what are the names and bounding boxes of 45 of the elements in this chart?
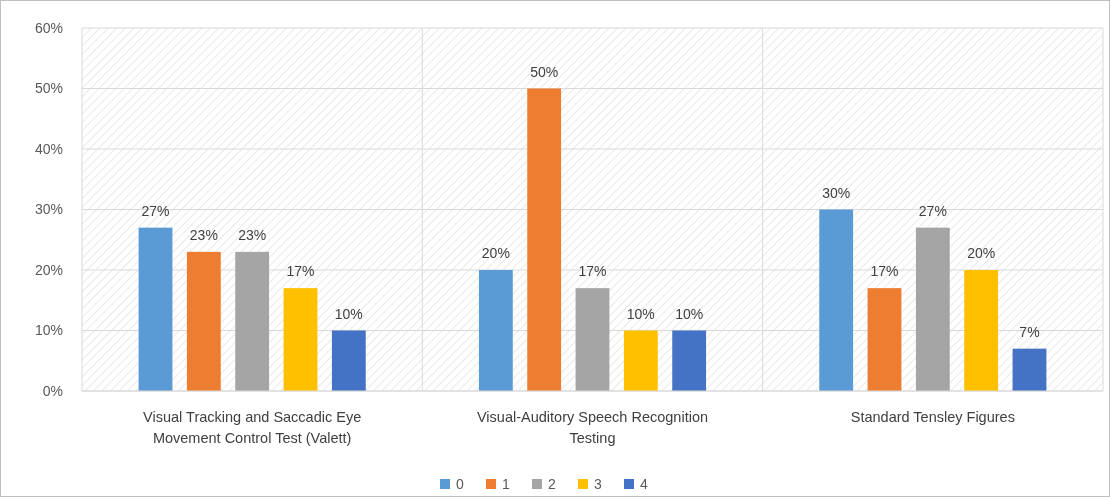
text: 30% — [822, 184, 851, 201]
text: 17% — [578, 263, 607, 280]
legend-label: 0 — [456, 475, 464, 492]
bar — [672, 330, 707, 391]
text: 50% — [530, 63, 559, 80]
bar — [623, 330, 658, 391]
y-tick-label: 0% — [42, 382, 63, 399]
bar — [283, 288, 318, 391]
bar — [478, 270, 513, 391]
bar — [235, 251, 270, 391]
text: 23% — [189, 226, 218, 243]
y-tick-label: 40% — [34, 140, 63, 157]
y-tick-label: 50% — [34, 80, 63, 97]
text: 20% — [481, 245, 510, 261]
text: 27% — [918, 202, 947, 219]
legend-label: 3 — [594, 475, 602, 492]
bar — [527, 88, 562, 391]
text: 10% — [675, 305, 704, 322]
x-tick-label: Visual-Auditory Speech Recognition Testing — [476, 409, 709, 446]
bar — [964, 270, 999, 391]
y-tick-label: 20% — [34, 261, 63, 278]
x-tick-label: Visual Tracking and Saccadic Eye Movement Control Test (Valett) — [143, 409, 362, 446]
legend-label: 2 — [548, 475, 556, 492]
legend-label: 1 — [502, 475, 510, 492]
x-tick-label: Standard Tensley Figures — [850, 409, 1015, 425]
text: 10% — [626, 305, 655, 322]
legend-label: 4 — [640, 475, 648, 492]
bar — [915, 227, 950, 391]
bar — [331, 330, 366, 391]
text: 17% — [286, 263, 315, 280]
text: 20% — [967, 245, 996, 261]
text: 17% — [870, 263, 899, 280]
bar — [186, 251, 221, 391]
text: 10% — [334, 305, 363, 322]
text: 23% — [238, 226, 267, 243]
bar — [138, 227, 173, 391]
text: 27% — [141, 202, 170, 219]
bar — [867, 288, 902, 391]
bar — [1012, 348, 1047, 391]
bar — [575, 288, 610, 391]
y-tick-label: 60% — [34, 19, 63, 36]
text: 7% — [1019, 323, 1040, 340]
y-tick-label: 30% — [34, 201, 63, 218]
bar — [819, 209, 854, 391]
y-tick-label: 10% — [34, 322, 63, 339]
